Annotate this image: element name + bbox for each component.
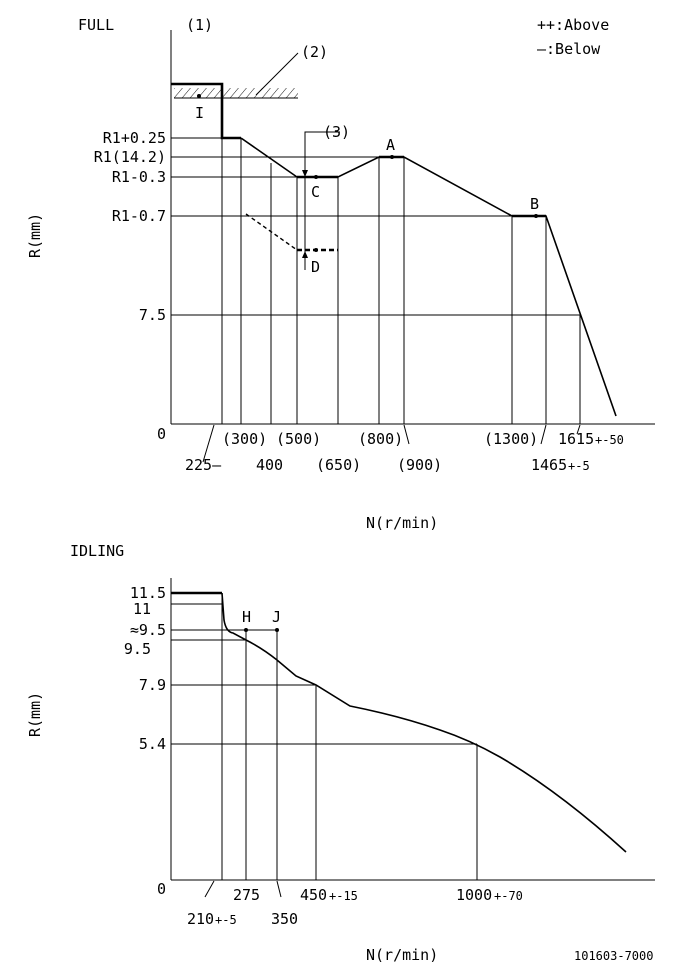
leader-350 [276, 880, 282, 898]
svg-text:11.5: 11.5 [130, 584, 166, 602]
legend-above: ++:Above [537, 16, 609, 34]
idling-y-axis-label: R(mm) [26, 692, 44, 737]
full-x-axis-label: N(r/min) [366, 514, 438, 532]
point-d-label: D [311, 258, 320, 276]
svg-text:350: 350 [271, 910, 298, 928]
full-start-step [171, 82, 241, 140]
svg-text:(500): (500) [276, 430, 321, 448]
svg-text:0: 0 [157, 425, 166, 443]
point-h-label: H [242, 608, 251, 626]
note3-label: (3) [323, 123, 350, 141]
leader-210 [204, 880, 215, 898]
idling-title: IDLING [70, 542, 124, 560]
svg-text:400: 400 [256, 456, 283, 474]
svg-text:7.5: 7.5 [139, 306, 166, 324]
full-x-tick-labels: (300) 225— 400 (500) (650) (800) (900) (… [185, 430, 624, 474]
full-horizontal-guides [171, 137, 580, 316]
point-h-marker [244, 628, 248, 632]
leader-225 [202, 424, 215, 463]
svg-text:+-5: +-5 [215, 913, 237, 927]
idling-x-axis-label: N(r/min) [366, 946, 438, 964]
svg-text:1000: 1000 [456, 886, 492, 904]
stopper-hatch [174, 88, 298, 98]
svg-text:7.9: 7.9 [139, 676, 166, 694]
svg-text:225—: 225— [185, 456, 222, 474]
svg-text:R1+0.25: R1+0.25 [103, 129, 166, 147]
point-b-marker [534, 214, 538, 218]
idling-y-tick-labels: 11.5 11 ≈9.5 9.5 7.9 5.4 0 [124, 584, 166, 898]
svg-text:1465: 1465 [531, 456, 567, 474]
idling-x-tick-labels: 210 +-5 275 350 450 +-15 1000 +-70 [187, 886, 523, 928]
svg-text:450: 450 [300, 886, 327, 904]
svg-text:(300): (300) [222, 430, 267, 448]
idling-horizontal-guides [171, 603, 477, 745]
point-i-label: I [195, 104, 204, 122]
arrow-up-icon [302, 251, 308, 258]
svg-text:+-70: +-70 [494, 889, 523, 903]
full-title: FULL [78, 16, 114, 34]
legend-below: —:Below [537, 40, 601, 58]
point-i-marker [197, 94, 201, 98]
svg-text:(800): (800) [358, 430, 403, 448]
svg-text:+-50: +-50 [595, 433, 624, 447]
svg-text:≈9.5: ≈9.5 [130, 621, 166, 639]
point-a-marker [390, 155, 394, 159]
point-j-marker [275, 628, 279, 632]
idling-characteristic-curve [221, 592, 627, 853]
svg-text:R1(14.2): R1(14.2) [94, 148, 166, 166]
svg-text:+-5: +-5 [568, 459, 590, 473]
note3-bracket [304, 131, 340, 270]
footer-code: 101603-7000 [574, 949, 653, 963]
full-y-axis-label: R(mm) [26, 213, 44, 258]
full-vertical-guides [221, 138, 581, 424]
point-c-label: C [311, 183, 320, 201]
svg-text:R1-0.7: R1-0.7 [112, 207, 166, 225]
note2-label: (2) [301, 43, 328, 61]
svg-text:9.5: 9.5 [124, 640, 151, 658]
svg-text:(900): (900) [397, 456, 442, 474]
svg-text:275: 275 [233, 886, 260, 904]
idling-vertical-guides [221, 593, 478, 880]
point-a-label: A [386, 136, 395, 154]
svg-text:210: 210 [187, 910, 214, 928]
full-y-tick-labels: R1+0.25 R1(14.2) R1-0.3 R1-0.7 7.5 0 [94, 129, 166, 443]
note1-label: (1) [186, 16, 213, 34]
point-c-marker [314, 175, 318, 179]
leader-900 [403, 424, 410, 445]
dashed-slope [245, 213, 298, 251]
point-b-label: B [530, 195, 539, 213]
leader-1615 [576, 424, 581, 435]
leader-1465 [540, 424, 547, 445]
svg-text:R1-0.3: R1-0.3 [112, 168, 166, 186]
arrow-down-icon [302, 170, 308, 177]
svg-text:11: 11 [133, 600, 151, 618]
svg-text:+-15: +-15 [329, 889, 358, 903]
svg-text:0: 0 [157, 880, 166, 898]
note2-leader [255, 52, 299, 96]
svg-text:(650): (650) [316, 456, 361, 474]
svg-text:5.4: 5.4 [139, 735, 166, 753]
idling-chart: IDLING R(mm) N(r/min) 11.5 11 ≈9.5 9.5 7… [26, 542, 655, 964]
full-chart: FULL (1) (2) (3) ++:Above —:Below R(mm) … [26, 16, 655, 532]
svg-text:1615: 1615 [558, 430, 594, 448]
point-d-marker [314, 248, 318, 252]
point-j-label: J [272, 608, 281, 626]
svg-text:(1300): (1300) [484, 430, 538, 448]
